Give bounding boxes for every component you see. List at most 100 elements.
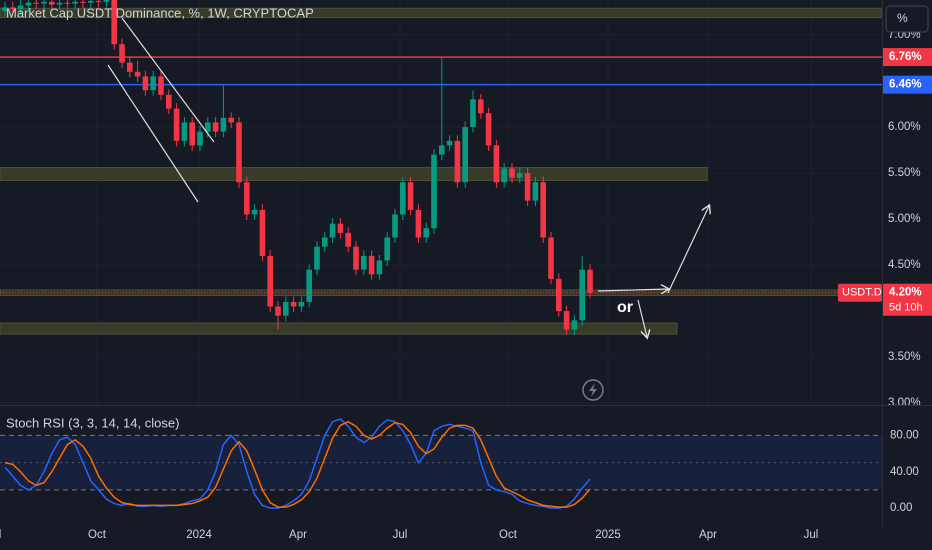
y-tick-label: 3.00% — [888, 397, 921, 409]
candle-body — [384, 237, 390, 261]
candle-body — [485, 113, 492, 146]
lightning-button[interactable] — [582, 379, 604, 401]
indicator-line — [4, 420, 591, 508]
candle-body — [95, 0, 102, 2]
candle-body — [509, 168, 515, 178]
candle-body — [322, 237, 328, 247]
candle-body — [119, 44, 125, 63]
candle-body — [197, 131, 203, 146]
candle-body — [275, 306, 281, 316]
indicator-line — [4, 418, 591, 509]
candle-body — [454, 140, 461, 183]
candle-body — [517, 173, 523, 178]
candle-body — [345, 232, 351, 247]
candle-body — [189, 122, 195, 146]
candle-body — [103, 0, 110, 2]
candle-body — [283, 301, 289, 316]
price-label: 6.76% — [889, 51, 922, 63]
candle-body — [181, 122, 188, 141]
y-tick-label: 5.50% — [888, 167, 921, 179]
candle-body — [298, 301, 305, 307]
y-tick-label: 6.00% — [888, 121, 921, 133]
candle-body — [470, 99, 476, 128]
indicator-pane — [0, 418, 882, 509]
price-pane — [0, 0, 882, 336]
candle-body — [415, 209, 422, 238]
chart-title: Market Cap USDT Dominance, %, 1W, CRYPTO… — [6, 5, 314, 20]
axes: 7.00%6.00%5.50%5.00%4.50%3.50%3.00%JulOc… — [0, 29, 932, 541]
candle-body — [259, 209, 266, 256]
candle-body — [41, 1, 47, 4]
candle-body — [64, 2, 71, 4]
candle-body — [329, 223, 336, 238]
candle-body — [72, 1, 78, 4]
candle-body — [306, 269, 312, 302]
candle-body — [236, 122, 242, 183]
x-tick-label: Jul — [0, 529, 1, 541]
candle-body — [478, 99, 484, 114]
x-tick-label: Apr — [289, 529, 307, 541]
zone — [0, 167, 708, 181]
x-tick-label: 2025 — [595, 529, 621, 541]
candle-body — [431, 154, 437, 229]
candle-body — [368, 255, 375, 275]
candle-body — [251, 209, 258, 215]
indicator-tick-label: 40.00 — [890, 466, 919, 478]
candle-body — [587, 269, 593, 293]
channel-line — [107, 64, 199, 203]
x-tick-label: 2024 — [186, 529, 212, 541]
candle-body — [400, 182, 406, 215]
price-label-bg — [882, 48, 932, 67]
price-label-bg — [882, 75, 932, 94]
indicator-tick-label: 80.00 — [890, 429, 919, 441]
candle-body — [501, 168, 507, 183]
candle-body — [532, 182, 539, 201]
symbol-label-bg — [838, 283, 882, 302]
candle-body — [150, 76, 156, 91]
indicator-tick-label: 0.00 — [890, 502, 912, 514]
candle-body — [17, 5, 24, 10]
scale-button[interactable] — [885, 5, 929, 33]
last-price-label: 4.20% — [889, 287, 922, 299]
candle-body — [25, 2, 32, 6]
candle-body — [212, 122, 219, 132]
x-tick-label: Oct — [88, 529, 107, 541]
candle-body — [376, 260, 383, 275]
candle-body — [173, 108, 180, 141]
candle-body — [439, 145, 445, 155]
candle-body — [127, 62, 133, 72]
candle-body — [49, 1, 55, 5]
candle-body — [571, 320, 578, 330]
arrow — [667, 206, 709, 294]
countdown: 5d 10h — [889, 302, 923, 314]
candle-body — [540, 182, 546, 238]
candle-body — [33, 2, 39, 4]
candle-body — [407, 182, 414, 210]
candle-body — [244, 182, 250, 215]
scale-button-label: % — [897, 11, 908, 25]
annotation: or — [617, 299, 633, 316]
candle-body — [88, 0, 94, 3]
arrow — [637, 299, 647, 337]
y-tick-label: 5.00% — [888, 213, 921, 225]
candle-body — [548, 237, 554, 279]
x-tick-label: Jul — [393, 529, 408, 541]
candle-body — [493, 145, 500, 183]
candle-body — [80, 1, 86, 3]
candle-body — [353, 246, 359, 270]
band — [0, 435, 882, 490]
last-price-bg — [882, 283, 932, 316]
x-tick-label: Jul — [804, 529, 819, 541]
candle-body — [524, 173, 531, 201]
candle-body — [111, 0, 117, 45]
zone — [0, 322, 678, 335]
candle-body — [556, 278, 562, 312]
candle-body — [446, 140, 453, 146]
candle-body — [392, 214, 398, 238]
candle-body — [166, 94, 172, 109]
candle-body — [579, 269, 585, 321]
candle-body — [142, 76, 149, 91]
